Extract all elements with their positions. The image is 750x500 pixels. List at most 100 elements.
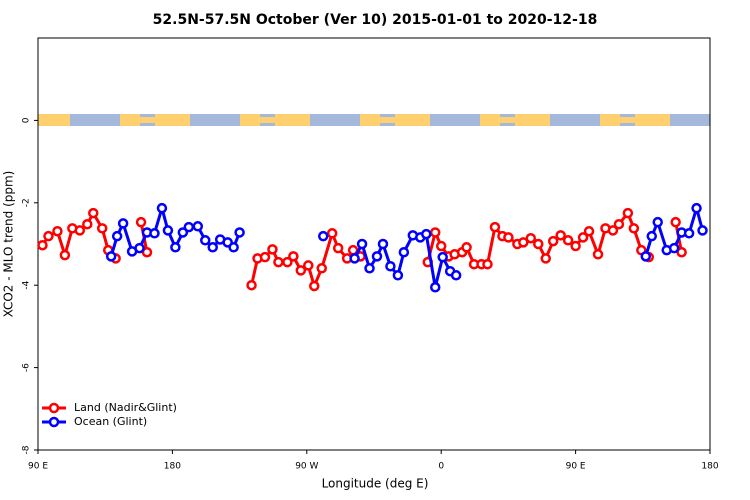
data-point xyxy=(489,221,501,233)
data-point xyxy=(429,227,441,238)
data-point xyxy=(332,242,344,254)
series-line xyxy=(109,206,704,289)
data-point xyxy=(96,223,108,234)
legend-label: Land (Nadir&Glint) xyxy=(74,401,177,414)
data-point xyxy=(149,228,160,239)
data-point xyxy=(683,228,695,239)
data-point xyxy=(134,242,145,254)
data-point xyxy=(562,235,574,246)
data-point xyxy=(200,235,211,246)
data-point xyxy=(141,246,153,258)
y-tick-label: -8 xyxy=(22,445,32,454)
data-point xyxy=(437,251,448,263)
data-point xyxy=(303,260,314,271)
chart-title: 52.5N-57.5N October (Ver 10) 2015-01-01 … xyxy=(153,12,598,28)
data-point xyxy=(540,253,551,264)
legend-marker xyxy=(48,416,60,428)
data-point xyxy=(377,238,389,250)
y-tick-label: 0 xyxy=(22,117,32,123)
data-point xyxy=(356,238,368,250)
data-point xyxy=(421,228,432,240)
data-point xyxy=(364,263,375,274)
data-point xyxy=(392,270,404,281)
data-point xyxy=(577,232,589,243)
data-point xyxy=(668,242,680,254)
data-point xyxy=(52,225,63,237)
data-point xyxy=(691,202,702,214)
data-point xyxy=(613,218,625,230)
legend-marker xyxy=(48,402,60,414)
data-point xyxy=(170,242,181,253)
data-point xyxy=(570,240,581,252)
y-tick-label: -2 xyxy=(22,198,32,207)
data-point xyxy=(37,239,48,251)
data-point xyxy=(450,270,462,281)
data-point xyxy=(273,256,284,268)
x-tick-label: 0 xyxy=(438,462,444,472)
data-point xyxy=(228,242,239,253)
data-point xyxy=(646,230,658,242)
data-point xyxy=(88,207,99,219)
data-point xyxy=(676,246,687,258)
legend-label: Ocean (Glint) xyxy=(74,415,147,428)
data-point xyxy=(385,260,396,272)
data-point xyxy=(461,242,472,253)
x-tick-label: 180 xyxy=(164,462,181,472)
data-point xyxy=(628,223,640,234)
data-point xyxy=(111,230,123,242)
data-point xyxy=(652,216,663,228)
data-point xyxy=(503,232,514,243)
x-axis-label: Longitude (deg E) xyxy=(322,477,429,491)
data-point xyxy=(295,265,307,276)
y-axis-label: XCO2 - MLO trend (ppm) xyxy=(2,171,16,318)
data-point xyxy=(398,246,410,258)
data-point xyxy=(192,221,204,232)
data-point xyxy=(234,227,245,238)
map-strip xyxy=(38,114,710,126)
data-point xyxy=(583,225,595,237)
data-point xyxy=(640,251,652,262)
data-point xyxy=(670,216,681,228)
data-point xyxy=(555,230,566,241)
data-point xyxy=(482,258,493,270)
x-tick-label: 90 W xyxy=(295,462,318,472)
data-point xyxy=(288,251,299,262)
data-point xyxy=(105,251,117,262)
data-point xyxy=(533,238,544,250)
data-point xyxy=(371,251,383,262)
y-tick-label: -4 xyxy=(22,280,32,289)
data-point xyxy=(43,230,54,242)
data-point xyxy=(246,279,257,291)
data-point xyxy=(282,256,293,268)
data-point xyxy=(117,218,129,229)
data-point xyxy=(309,280,320,292)
data-point xyxy=(326,228,338,239)
data-point xyxy=(547,235,559,247)
data-point xyxy=(135,216,147,228)
data-point xyxy=(259,251,271,263)
data-point xyxy=(59,249,71,261)
x-tick-label: 180 xyxy=(701,462,718,472)
data-point xyxy=(429,282,441,293)
data-point xyxy=(207,242,218,253)
x-tick-label: 90 E xyxy=(566,462,586,472)
data-point xyxy=(622,207,634,219)
data-point xyxy=(525,232,537,244)
data-point xyxy=(74,225,86,236)
data-point xyxy=(349,253,360,264)
x-tick-label: 90 E xyxy=(28,462,48,472)
y-tick-label: -6 xyxy=(22,363,32,372)
data-point xyxy=(156,202,168,214)
data-point xyxy=(267,244,278,255)
data-point xyxy=(183,221,195,233)
data-point xyxy=(592,249,604,260)
data-point xyxy=(697,225,708,236)
data-point xyxy=(82,218,93,230)
data-point xyxy=(435,240,447,252)
data-point xyxy=(607,225,619,236)
data-point xyxy=(518,237,529,248)
data-point xyxy=(317,230,329,242)
data-point xyxy=(316,263,327,274)
data-point xyxy=(162,225,174,236)
